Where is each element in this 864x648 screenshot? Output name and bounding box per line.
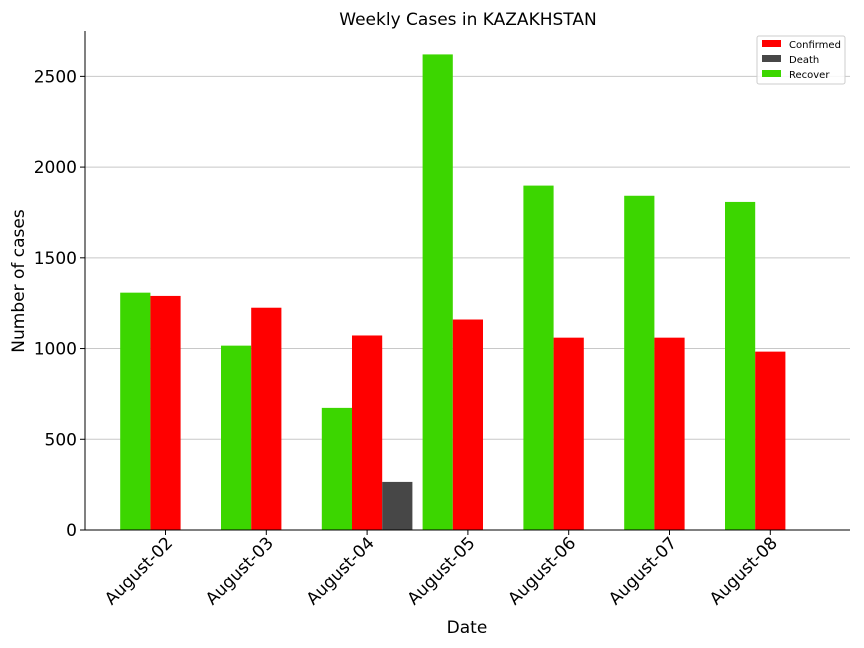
legend-swatch-recover <box>762 70 781 77</box>
x-tick-label: August-05 <box>404 533 480 609</box>
legend: Confirmed Death Recover <box>756 35 846 85</box>
x-tick-label: August-06 <box>504 533 580 609</box>
x-tick-label: August-04 <box>303 533 379 609</box>
x-tick-label: August-08 <box>706 533 782 609</box>
y-tick-label: 1500 <box>34 249 77 269</box>
bar-death-august-04 <box>382 481 413 530</box>
legend-swatch-confirmed <box>762 40 781 47</box>
bar-confirmed-august-05 <box>452 319 483 530</box>
bar-recover-august-05 <box>422 54 453 531</box>
bar-recover-august-04 <box>321 407 352 530</box>
y-axis-label: Number of cases <box>9 209 29 353</box>
x-tick-label: August-02 <box>101 533 177 609</box>
bar-recover-august-03 <box>221 345 252 530</box>
bar-recover-august-07 <box>624 195 655 530</box>
gridlines <box>85 75 850 440</box>
legend-label-confirmed: Confirmed <box>789 40 841 51</box>
x-tick-label: August-03 <box>202 533 278 609</box>
bar-confirmed-august-04 <box>352 335 383 530</box>
y-tick-label: 500 <box>45 430 77 450</box>
bar-confirmed-august-06 <box>553 337 584 530</box>
y-tick-label: 1000 <box>34 340 77 360</box>
bar-confirmed-august-03 <box>251 307 282 530</box>
chart-title: Weekly Cases in KAZAKHSTAN <box>339 10 596 30</box>
legend-label-recover: Recover <box>789 70 830 81</box>
bar-confirmed-august-07 <box>654 337 685 530</box>
x-tick-label: August-07 <box>605 533 681 609</box>
bar-confirmed-august-08 <box>755 351 786 530</box>
x-axis-ticks: August-02 August-03 August-04 August-05 Augu… <box>101 530 782 609</box>
bar-confirmed-august-02 <box>150 295 181 530</box>
bar-recover-august-02 <box>120 292 151 530</box>
x-axis-label: Date <box>447 618 488 638</box>
legend-swatch-death <box>762 55 781 62</box>
bar-recover-august-06 <box>523 185 554 530</box>
bar-recover-august-08 <box>725 201 756 530</box>
bars <box>120 54 786 531</box>
legend-label-death: Death <box>789 55 819 66</box>
y-tick-label: 0 <box>66 521 77 541</box>
y-tick-label: 2500 <box>34 67 77 87</box>
y-axis-ticks: 0 500 1000 1500 2000 2500 <box>34 67 85 541</box>
y-tick-label: 2000 <box>34 158 77 178</box>
